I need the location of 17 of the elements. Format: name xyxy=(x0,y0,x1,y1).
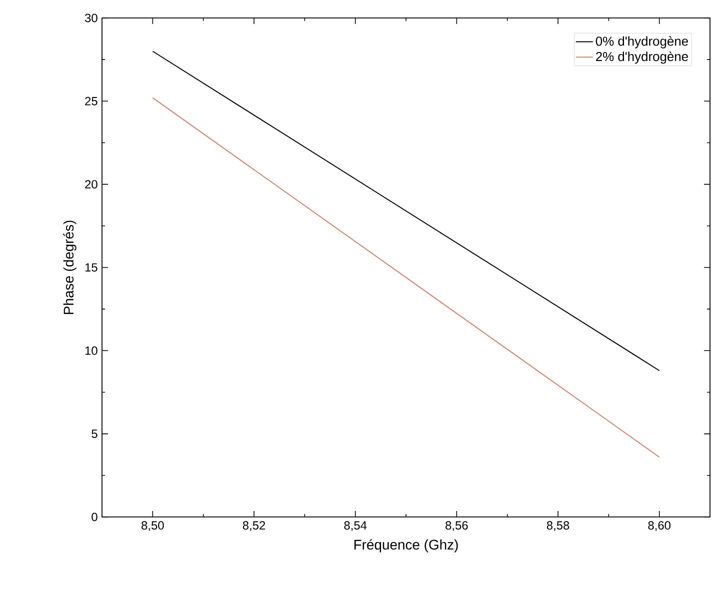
legend-label: 0% d'hydrogène xyxy=(596,36,688,48)
y-tick-label: 5 xyxy=(92,430,98,438)
y-tick-label: 25 xyxy=(85,96,98,106)
x-tick-label: 8,54 xyxy=(344,521,367,532)
y-tick-label: 15 xyxy=(85,263,98,272)
y-tick-label: 20 xyxy=(85,180,98,189)
x-tick-label: 8,50 xyxy=(142,521,164,532)
x-axis-title: Fréquence (Ghz) xyxy=(354,539,458,552)
x-tick-label: 8,52 xyxy=(242,521,266,532)
x-tick-label: 8,60 xyxy=(648,521,671,532)
y-axis-title: Phase (degrés) xyxy=(63,220,76,314)
legend-label: 2% d'hydrogène xyxy=(596,51,688,64)
x-tick-label: 8,56 xyxy=(446,521,468,532)
x-tick-label: 8,58 xyxy=(546,521,570,532)
y-tick-label: 30 xyxy=(84,14,98,22)
y-tick-label: 10 xyxy=(85,346,98,355)
y-tick-label: 0 xyxy=(92,512,98,522)
